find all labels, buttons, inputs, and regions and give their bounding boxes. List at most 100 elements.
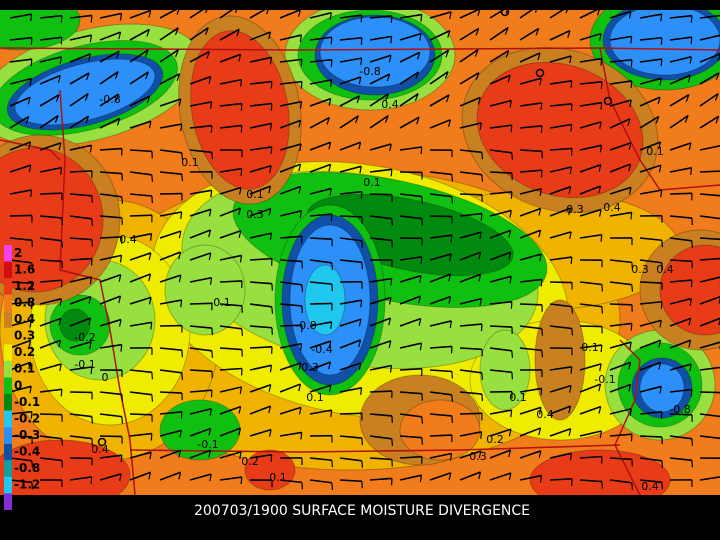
wind-shaft <box>219 124 242 129</box>
wind-shaft <box>639 319 662 327</box>
wind-barb <box>329 12 332 20</box>
wind-barb <box>210 277 213 285</box>
wind-barb <box>118 274 122 282</box>
wind-barb <box>541 350 544 358</box>
wind-barb <box>691 438 694 446</box>
wind-shaft <box>339 190 362 195</box>
wind-barb <box>178 275 182 283</box>
wind-barb <box>360 300 363 308</box>
wind-barb <box>601 306 604 314</box>
wind-shaft <box>549 478 573 481</box>
wind-shaft <box>339 215 363 218</box>
wind-shaft <box>399 455 423 459</box>
wind-barb <box>449 11 452 20</box>
wind-shaft <box>399 295 421 305</box>
wind-barb <box>88 296 92 304</box>
wind-barb <box>204 27 209 35</box>
wind-shaft <box>129 451 152 459</box>
wind-shaft <box>309 340 332 349</box>
wind-shaft <box>279 210 302 217</box>
wind-shaft <box>699 237 720 241</box>
wind-shaft <box>549 147 573 151</box>
wind-shaft <box>159 411 182 415</box>
wind-shaft <box>279 303 302 307</box>
colorbar-swatch <box>4 327 12 345</box>
wind-barbs <box>9 10 720 490</box>
wind-barb <box>30 13 33 22</box>
wind-shaft <box>159 10 177 19</box>
wind-barb <box>600 58 603 66</box>
wind-barb <box>684 115 689 123</box>
state-borders <box>0 47 720 495</box>
wind-shaft <box>609 281 632 286</box>
wind-shaft <box>309 213 332 217</box>
wind-shaft <box>309 58 332 63</box>
contour-label: 0.1 <box>269 471 287 484</box>
wind-barb <box>691 240 694 248</box>
wind-barb <box>600 345 603 353</box>
wind-shaft <box>429 345 453 349</box>
wind-barb <box>567 30 571 38</box>
wind-shaft <box>339 362 362 371</box>
wind-shaft <box>249 207 271 217</box>
wind-barb <box>478 450 482 459</box>
wind-barb <box>54 115 59 123</box>
wind-barb <box>658 340 662 348</box>
wind-shaft <box>549 123 572 129</box>
wind-shaft <box>9 77 32 85</box>
wind-shaft <box>39 142 62 151</box>
wind-shaft <box>549 325 572 330</box>
wind-shaft <box>249 405 271 415</box>
wind-barb <box>58 142 62 151</box>
wind-barb <box>151 372 154 380</box>
wind-shaft <box>639 457 662 462</box>
wind-shaft <box>159 49 179 63</box>
wind-barb <box>569 166 573 175</box>
contour-label: 0.4 <box>641 480 659 493</box>
colorbar-swatch <box>4 311 12 328</box>
wind-shaft <box>99 193 122 198</box>
wind-shaft <box>549 207 571 217</box>
contour-label: 0 <box>102 371 109 384</box>
contour-label: 0.1 <box>509 391 527 404</box>
wind-shaft <box>9 214 33 217</box>
wind-shaft <box>279 163 301 173</box>
wind-shaft <box>519 474 542 481</box>
wind-barb <box>511 350 514 358</box>
city-marker <box>535 68 545 78</box>
wind-barb <box>599 121 602 129</box>
wind-barb <box>208 252 212 261</box>
wind-shaft <box>279 34 302 41</box>
wind-shaft <box>489 149 512 154</box>
wind-shaft <box>609 211 632 217</box>
wind-shaft <box>609 10 632 19</box>
wind-barb <box>539 188 542 196</box>
wind-barb <box>390 36 393 44</box>
wind-barb <box>301 482 304 490</box>
wind-shaft <box>399 51 421 63</box>
wind-shaft <box>459 431 482 437</box>
wind-barb <box>480 431 483 439</box>
wind-barb <box>361 240 364 248</box>
wind-shaft <box>279 235 302 239</box>
wind-shaft <box>639 13 662 19</box>
wind-shaft <box>609 259 632 264</box>
wind-shaft <box>219 427 241 437</box>
wind-shaft <box>519 347 542 352</box>
wind-shaft <box>579 303 602 308</box>
wind-barb <box>208 450 212 458</box>
wind-barb <box>269 123 273 131</box>
wind-shaft <box>699 435 720 440</box>
wind-shaft <box>429 171 452 176</box>
wind-shaft <box>39 74 61 85</box>
contour-label: 0.3 <box>566 203 584 216</box>
wind-shaft <box>639 361 661 371</box>
wind-shaft <box>579 57 602 63</box>
wind-shaft <box>279 185 301 195</box>
wind-shaft <box>639 77 662 85</box>
wind-barb <box>391 218 394 226</box>
wind-barb <box>208 76 212 84</box>
wind-shaft <box>489 347 512 352</box>
wind-barb <box>360 58 363 66</box>
wind-barb <box>269 165 272 173</box>
